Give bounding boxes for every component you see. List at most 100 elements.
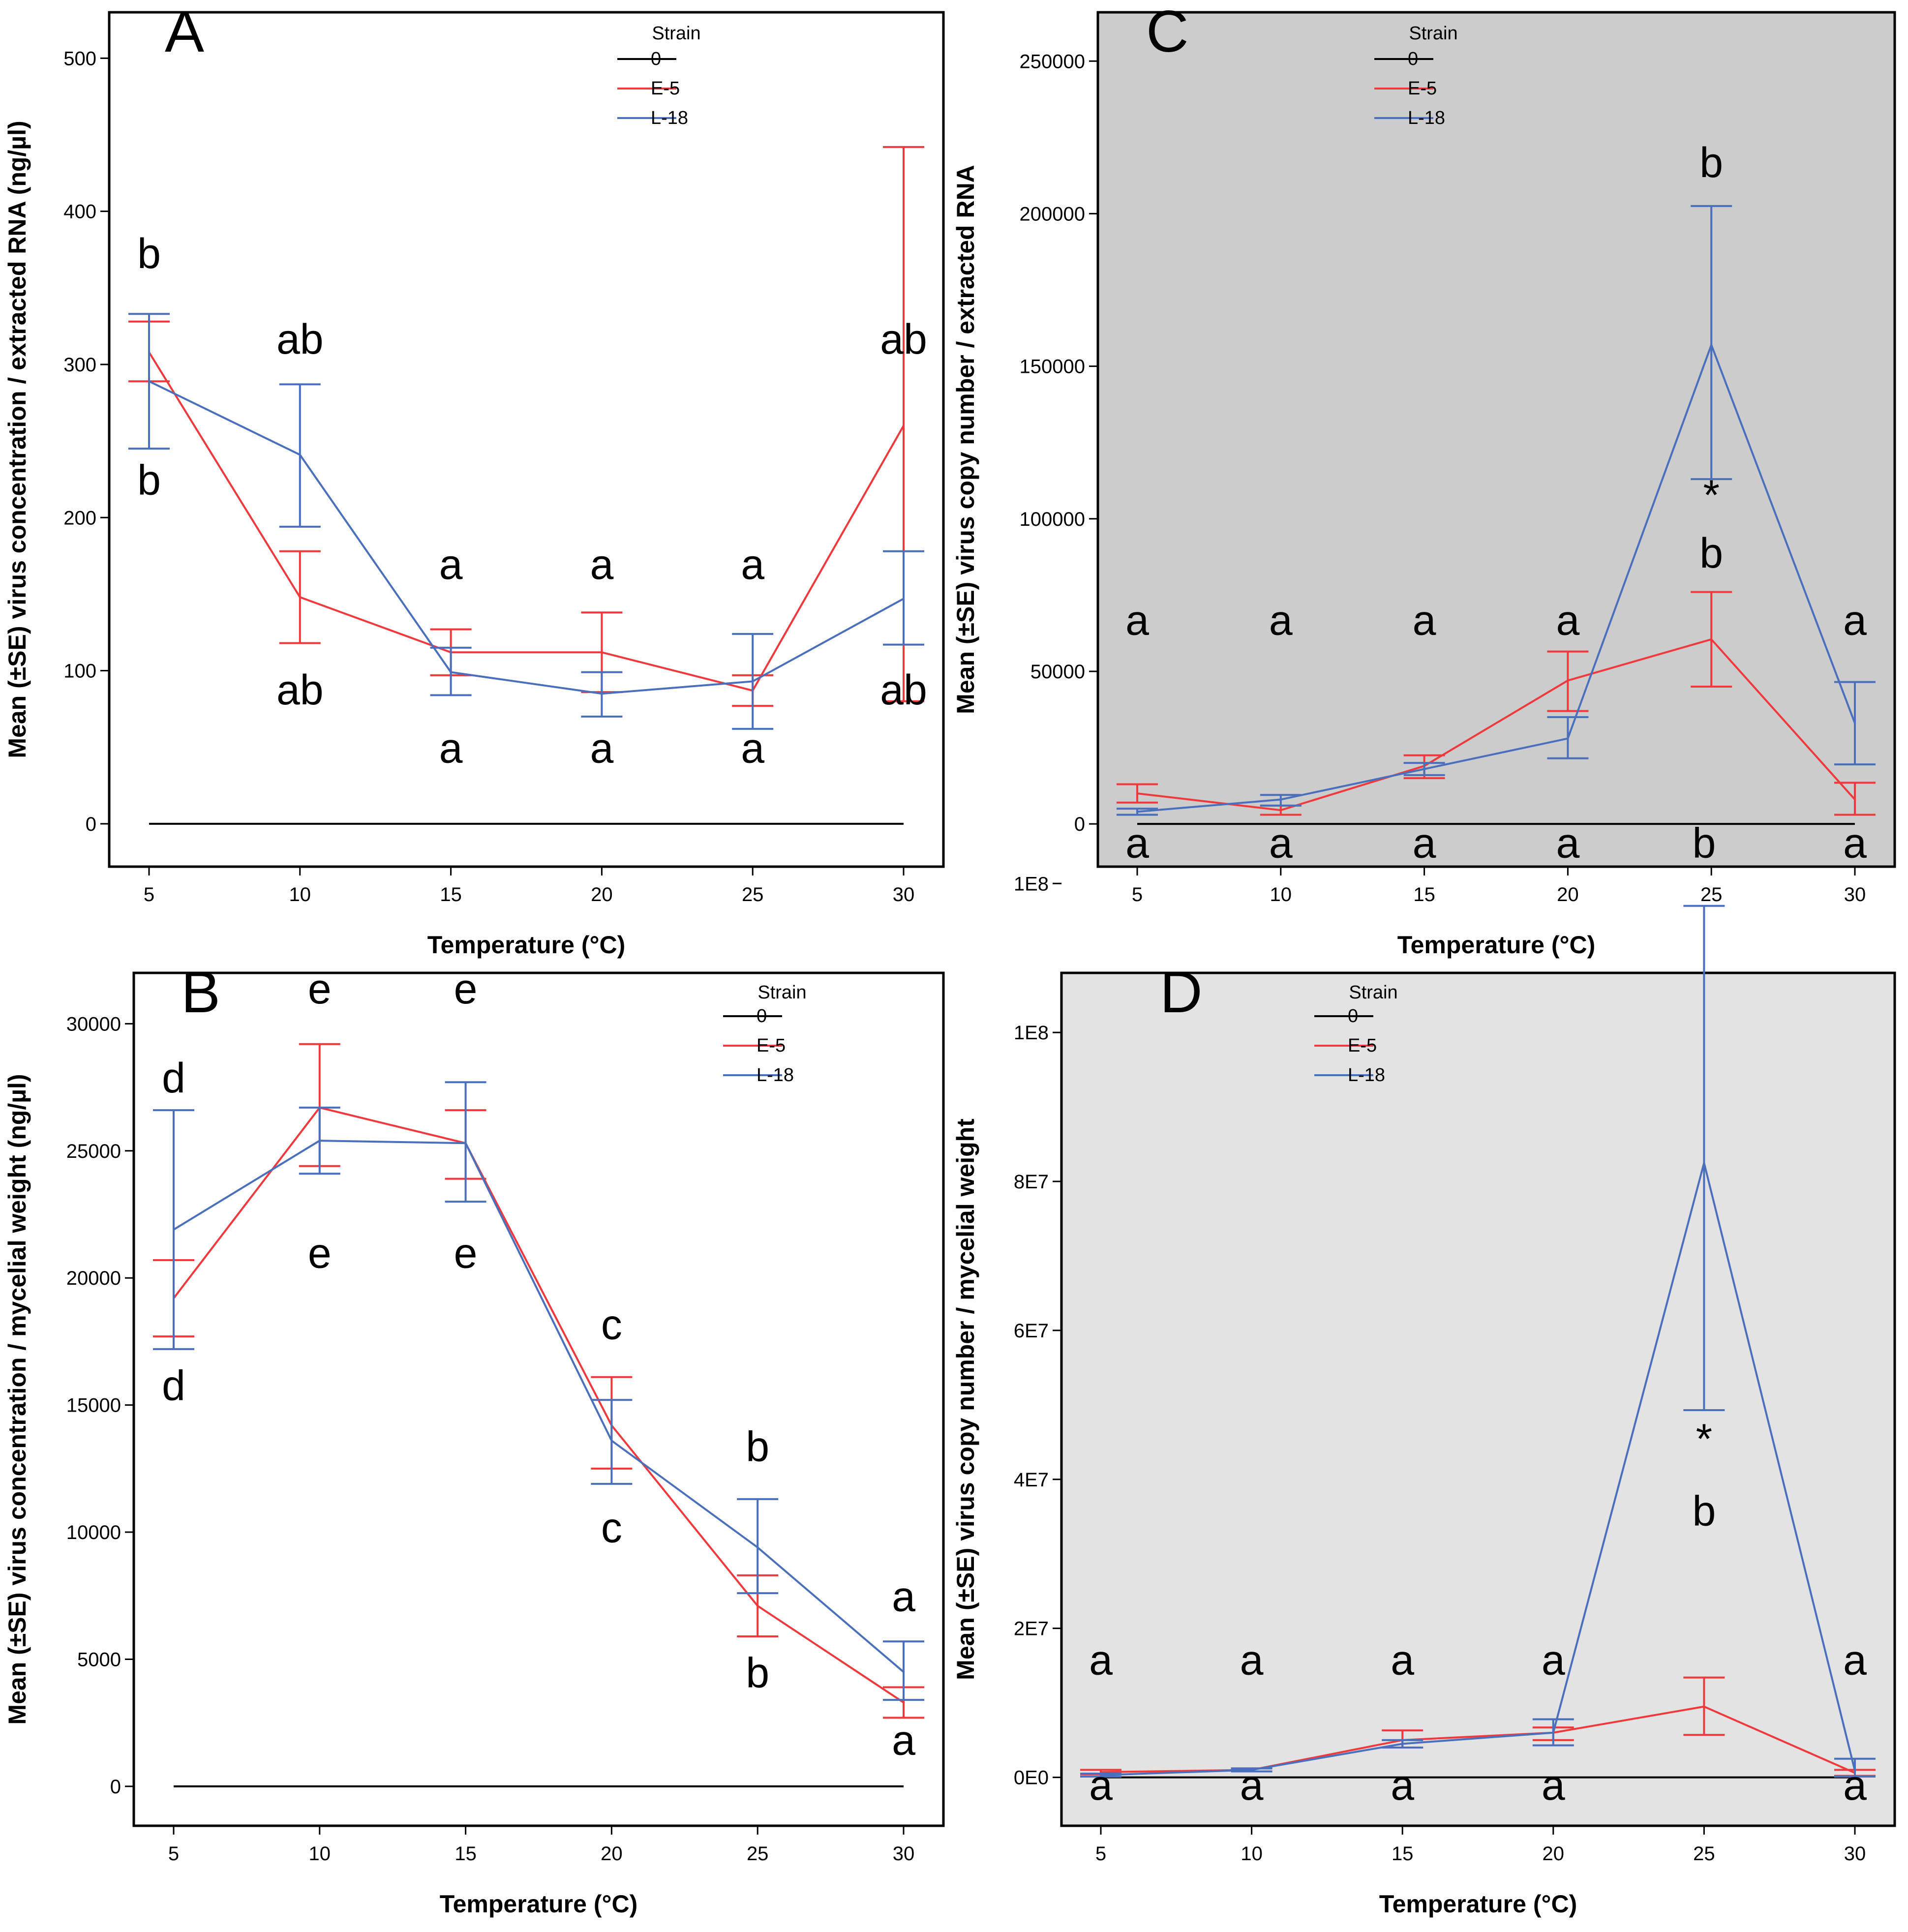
significance-letter: b: [746, 1423, 769, 1470]
y-tick-label: 200: [63, 507, 96, 529]
error-bar-l-18: [1231, 1767, 1272, 1773]
legend-entry: L-18: [1348, 1065, 1385, 1086]
legend-entry: 0: [1408, 49, 1418, 69]
significance-letter: a: [1413, 597, 1436, 644]
error-bar-l-18: [581, 671, 623, 718]
error-bar-l-18: [153, 1109, 194, 1350]
significance-letter: b: [1692, 819, 1716, 867]
y-tick-label: 300: [63, 354, 96, 376]
y-tick-label: 2E7: [1014, 1618, 1049, 1640]
legend-title: Strain: [652, 23, 700, 44]
y-tick-label: 8E7: [1014, 1171, 1049, 1193]
x-tick-label: 20: [1543, 1843, 1565, 1865]
legend-entry: L-18: [651, 108, 688, 128]
plot-area: [132, 971, 945, 1827]
x-tick-label: 15: [440, 884, 462, 906]
y-tick-label: 400: [63, 201, 96, 223]
y-tick-label: 150000: [1020, 356, 1085, 378]
legend-title: Strain: [757, 982, 806, 1003]
significance-letter: b: [1699, 139, 1723, 186]
error-bar-l-18: [1117, 808, 1158, 816]
x-tick-label: 10: [1241, 1843, 1263, 1865]
significance-letter: a: [590, 541, 613, 588]
y-tick-label: 100: [63, 661, 96, 682]
error-bar-e-5: [1547, 650, 1589, 712]
error-bar-l-18: [445, 1081, 486, 1203]
x-tick-label: 20: [1557, 884, 1579, 906]
significance-letter: a: [892, 1573, 915, 1620]
panel-a: 0 100 200 300 400 500 5 10 15 20 25 30 Temperature (…: [3, 0, 945, 959]
x-tick-label: 5: [1095, 1843, 1106, 1865]
error-bar-l-18: [732, 633, 774, 730]
x-tick-label: 5: [144, 884, 154, 906]
legend-entry: 0: [1348, 1006, 1358, 1026]
significance-letter: *: [1703, 472, 1719, 519]
error-bar-l-18: [1834, 681, 1876, 766]
x-tick-label: 30: [1844, 1843, 1866, 1865]
significance-letter: ab: [880, 316, 927, 363]
series-line-l-18: [173, 1140, 905, 1673]
error-bar-l-18: [883, 550, 924, 646]
error-bar-l-18: [1260, 794, 1302, 807]
significance-letter: d: [162, 1362, 185, 1409]
x-tick-label: 25: [742, 884, 764, 906]
error-bar-e-5: [1834, 782, 1876, 816]
series-line-e-5: [148, 352, 905, 692]
error-bar-l-18: [279, 383, 321, 528]
x-axis-title: Temperature (°C): [427, 931, 625, 959]
y-tick-label: 6E7: [1014, 1320, 1049, 1342]
y-axis-title: Mean (±SE) virus concentration / mycelia…: [3, 1074, 31, 1724]
legend: Strain 0 E-5 L-18: [1374, 23, 1458, 128]
error-bar-l-18: [1834, 1757, 1876, 1778]
error-bar-l-18: [430, 646, 472, 696]
legend: Strain 0 E-5 L-18: [617, 23, 701, 128]
y-axis-title: Mean (±SE) virus copy number / mycelial …: [952, 1118, 979, 1680]
y-tick-label: 250000: [1020, 51, 1085, 72]
significance-letter: ab: [880, 666, 927, 714]
y-tick-label: 0: [86, 814, 96, 835]
significance-letter: c: [601, 1505, 622, 1552]
y-tick-label: 0: [1074, 814, 1085, 835]
significance-letter: a: [1542, 1762, 1565, 1809]
significance-letter: ab: [276, 316, 324, 363]
legend-entry: E-5: [757, 1035, 786, 1056]
significance-letter: a: [1125, 597, 1149, 644]
significance-letter: a: [1269, 819, 1293, 867]
legend-entry: E-5: [1348, 1035, 1377, 1056]
legend-title: Strain: [1349, 982, 1397, 1003]
y-tick-label: 500: [63, 48, 96, 69]
series-line-e-5: [1137, 638, 1856, 812]
series-line-e-5: [173, 1106, 905, 1704]
error-bar-l-18: [299, 1106, 340, 1175]
x-tick-label: 25: [1700, 884, 1723, 906]
y-tick-label: 10000: [66, 1522, 121, 1543]
y-tick-label: 4E7: [1014, 1469, 1049, 1491]
significance-letter: b: [1692, 1488, 1716, 1535]
y-tick-label: 100000: [1020, 509, 1085, 530]
significance-letter: a: [1556, 819, 1579, 867]
significance-letter: a: [1391, 1637, 1414, 1684]
significance-letter: *: [1696, 1416, 1712, 1463]
significance-letter: a: [1413, 819, 1436, 867]
significance-letter: b: [137, 457, 161, 504]
plot-area: [1096, 11, 1896, 868]
error-bar-l-18: [1080, 1772, 1121, 1778]
legend-entry: 0: [651, 49, 661, 69]
error-bar-l-18: [883, 1640, 924, 1701]
significance-letter: e: [308, 966, 332, 1013]
x-tick-label: 15: [1413, 884, 1435, 906]
significance-letter: a: [590, 724, 613, 772]
x-axis-title: Temperature (°C): [1397, 931, 1595, 959]
x-tick-label: 30: [893, 884, 915, 906]
legend-entry: E-5: [1408, 78, 1437, 99]
x-axis-title: Temperature (°C): [440, 1890, 637, 1918]
significance-letter: c: [601, 1301, 622, 1348]
x-tick-label: 10: [1270, 884, 1292, 906]
significance-letter: a: [1542, 1637, 1565, 1684]
error-bar-e-5: [1683, 1676, 1725, 1736]
significance-letter: a: [1089, 1637, 1113, 1684]
legend: Strain 0 E-5 L-18: [1314, 982, 1398, 1086]
x-tick-label: 5: [1132, 884, 1143, 906]
error-bar-e-5: [279, 550, 321, 644]
significance-letter: a: [1269, 597, 1293, 644]
